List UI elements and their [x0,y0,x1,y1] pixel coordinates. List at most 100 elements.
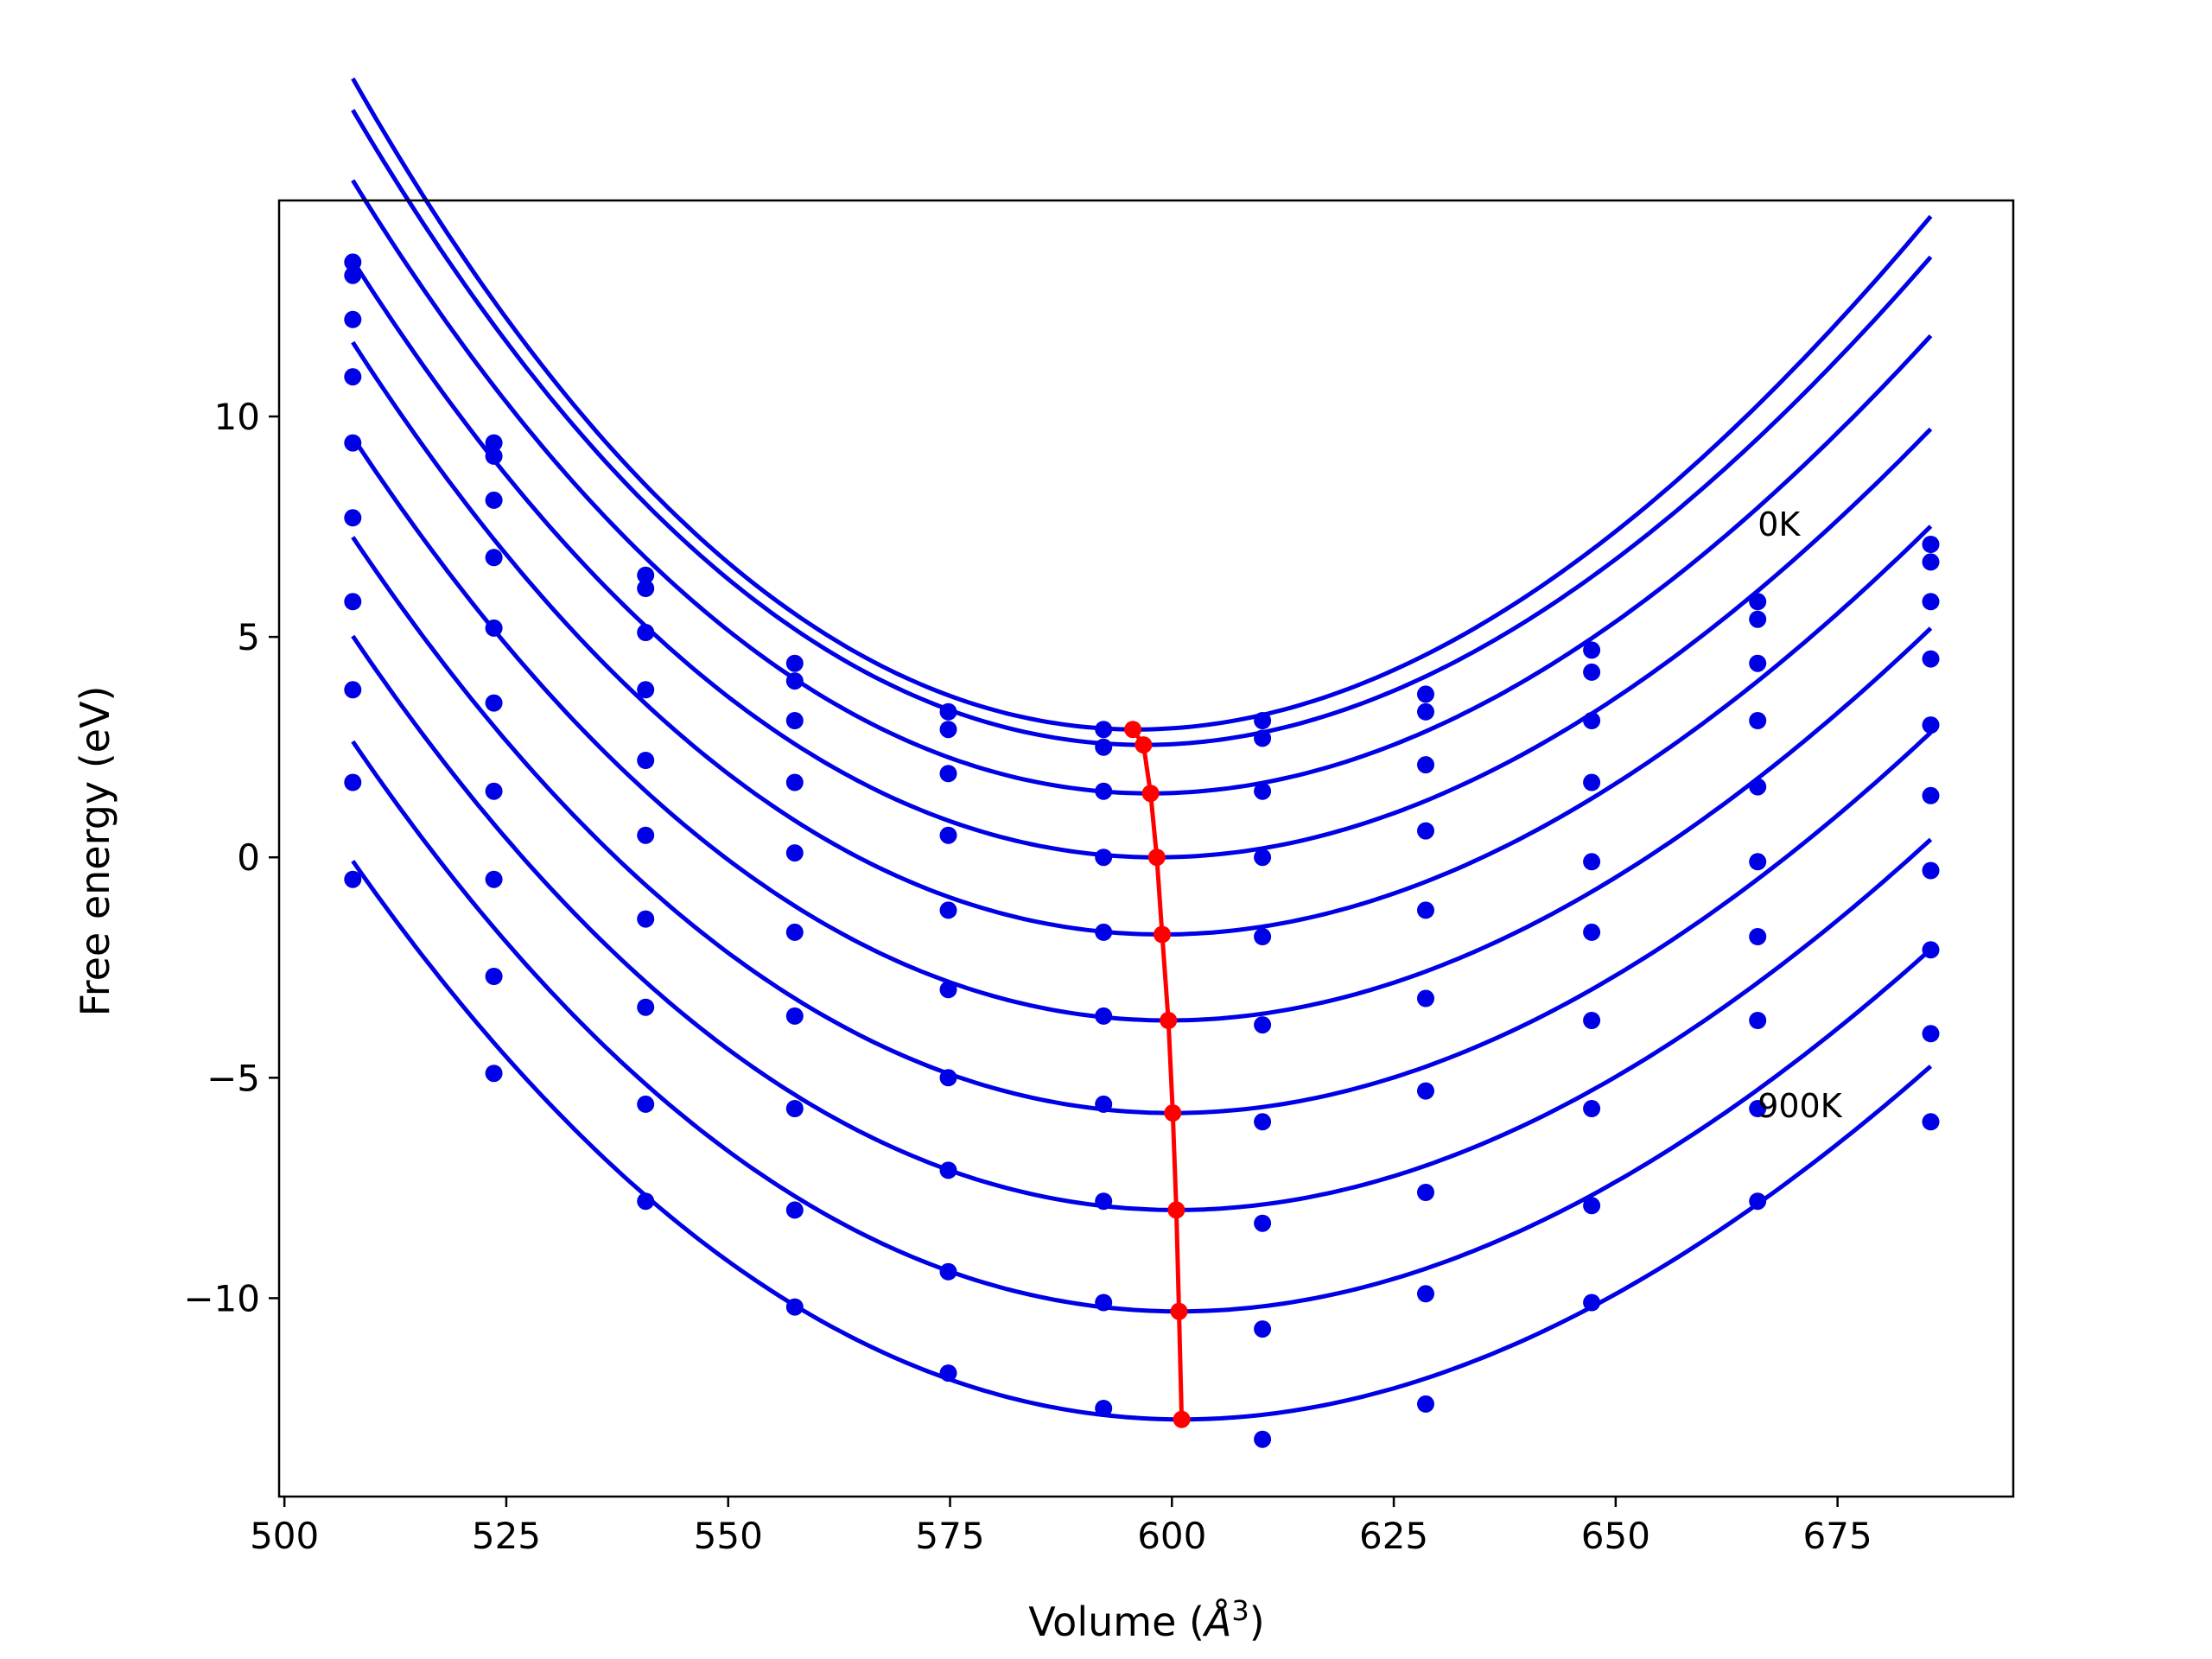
data-point-300k [485,549,503,567]
data-point-900k [485,1065,503,1083]
data-point-700k [1254,1214,1272,1232]
data-point-800k [1583,1197,1601,1215]
minima-path [1131,728,1185,1420]
data-point-900k [1583,1294,1601,1312]
data-point-0k [1095,721,1113,739]
data-point-600k [1749,928,1767,945]
data-point-100k [1095,738,1113,756]
y-tick-label: 10 [214,396,260,438]
data-point-900k [344,870,362,888]
minimum-point [1173,1410,1191,1428]
data-point-100k [939,721,957,739]
data-point-500k [1583,923,1601,941]
data-point-600k [1095,1095,1113,1113]
x-axis-ticks: 500 525 550 575 600 625 650 675 [250,1497,1872,1557]
x-axis-label: Volume (Å3) [1028,1594,1264,1645]
data-point-800k [1417,1285,1434,1303]
minimum-point [1164,1104,1182,1122]
data-point-200k [939,765,957,783]
fit-curve-600k [351,536,1933,1116]
data-point-0k [637,566,655,584]
x-tick-label: 500 [250,1515,319,1557]
data-point-100k [1922,553,1940,571]
data-point-500k [939,981,957,999]
data-point-200k [485,491,503,509]
data-point-500k [1749,853,1767,871]
minimum-point [1135,736,1153,754]
data-point-500k [1095,1007,1113,1025]
y-tick-label: 0 [237,836,260,879]
data-point-600k [939,1069,957,1087]
fit-curve-900k [351,860,1933,1422]
data-point-300k [1749,712,1767,729]
data-point-300k [344,368,362,386]
x-tick-label: 675 [1803,1515,1872,1557]
data-point-400k [1922,716,1940,734]
data-point-600k [485,782,503,800]
data-point-0k [1583,641,1601,659]
fit-curve-700k [351,634,1933,1212]
y-axis-label: Free energy (eV) [72,686,118,1017]
data-point-600k [1417,1082,1434,1100]
data-point-400k [939,901,957,919]
data-point-0k [1922,536,1940,553]
data-point-100k [485,447,503,465]
minimum-point [1160,1012,1178,1029]
minima-line [1124,721,1191,1428]
data-point-0k [785,654,804,672]
data-point-900k [1095,1400,1113,1417]
data-point-800k [1749,1100,1767,1117]
data-point-100k [1583,663,1601,681]
data-point-300k [1254,849,1272,867]
data-point-100k [1254,729,1272,747]
minimum-point [1124,721,1142,739]
data-point-300k [1583,773,1601,791]
data-point-700k [785,1100,804,1117]
data-point-500k [344,509,362,527]
data-point-200k [1254,782,1272,800]
data-point-700k [344,681,362,699]
data-point-500k [1922,786,1940,804]
data-point-900k [939,1364,957,1382]
data-point-700k [939,1161,957,1179]
data-point-200k [1749,654,1767,672]
data-point-900k [1749,1192,1767,1211]
data-point-0k [485,434,503,452]
data-point-100k [785,672,804,690]
data-point-900k [1254,1430,1272,1448]
data-point-200k [344,310,362,328]
data-point-800k [939,1262,957,1281]
data-point-300k [1095,849,1113,867]
data-point-500k [785,923,804,941]
fit-curve-200k [351,179,1933,796]
data-point-900k [637,1192,655,1211]
y-tick-label: −5 [207,1057,260,1099]
data-point-600k [1254,1113,1272,1131]
data-point-400k [1417,901,1434,919]
data-point-200k [785,712,804,729]
annotations: 0K 900K [1758,505,1843,1125]
data-point-400k [785,844,804,862]
data-point-700k [1583,1100,1601,1117]
minimum-point [1141,785,1160,803]
data-point-0k [344,253,362,271]
data-point-700k [637,998,655,1016]
data-point-300k [785,773,804,791]
data-point-200k [1095,782,1113,800]
data-point-500k [1254,1016,1272,1034]
data-point-900k [785,1298,804,1316]
data-point-500k [637,826,655,844]
data-point-0k [939,702,957,721]
x-tick-label: 525 [472,1515,541,1557]
data-point-400k [1749,778,1767,796]
fit-curve-800k [351,740,1933,1314]
y-axis-ticks: 10 5 0 −5 −10 [183,396,279,1319]
data-point-100k [344,266,362,284]
minimum-point [1147,849,1166,867]
data-point-800k [637,1095,655,1113]
data-point-700k [485,870,503,888]
y-tick-label: −10 [183,1277,260,1319]
minimum-point [1170,1302,1188,1320]
